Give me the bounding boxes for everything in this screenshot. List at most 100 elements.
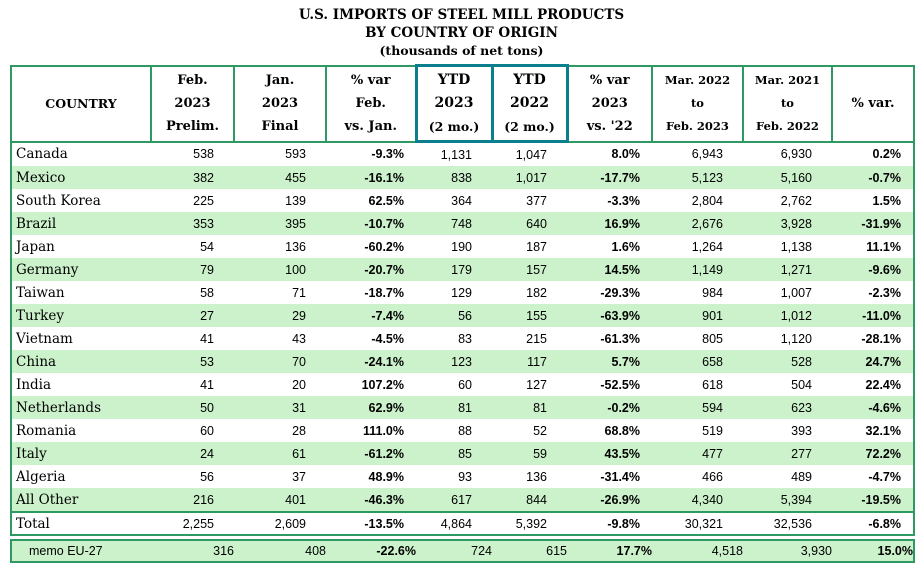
value-cell: 136 — [285, 239, 306, 254]
value-cell: 5.7% — [611, 354, 641, 369]
memo-row: memo EU-27 316 408 -22.6% 724 615 17.7% … — [11, 540, 914, 562]
value-cell: 117 — [527, 354, 547, 369]
value-cell: 100 — [285, 262, 306, 277]
value-cell: 838 — [451, 170, 472, 185]
header-line: Mar. 2021 — [754, 73, 821, 87]
table-row: Brazil 353 395 -10.7% 748 640 16.9% 2,67… — [11, 212, 914, 235]
country-cell: Romania — [16, 422, 77, 439]
country-cell: Germany — [16, 261, 79, 278]
value-cell: 466 — [702, 469, 723, 484]
table-row: Algeria 56 37 48.9% 93 136 -31.4% 466 48… — [11, 465, 914, 488]
country-cell: Algeria — [16, 468, 66, 485]
column-header-country: COUNTRY — [10, 64, 152, 143]
value-cell: 3,928 — [780, 216, 812, 231]
value-cell: 5,394 — [780, 492, 812, 507]
header-line: (2 mo.) — [428, 119, 480, 134]
header-line — [12, 69, 150, 92]
value-cell: 71 — [292, 285, 306, 300]
value-cell: 377 — [526, 193, 547, 208]
value-cell: -0.2% — [607, 400, 640, 415]
value-cell: 62.9% — [368, 400, 404, 415]
value-cell: 504 — [791, 377, 812, 392]
value-cell: 538 — [193, 147, 214, 162]
column-header-ytd-2023: YTD 2023 (2 mo.) — [414, 64, 494, 143]
value-cell: -17.7% — [600, 170, 640, 185]
country-cell: India — [16, 376, 52, 393]
country-cell: Brazil — [16, 215, 57, 232]
value-cell: 455 — [285, 170, 306, 185]
value-cell: 88 — [458, 423, 472, 438]
header-line: Feb. 2023 — [666, 119, 729, 133]
value-cell: 41 — [200, 377, 214, 392]
header-line: Prelim. — [165, 119, 220, 134]
value-cell: 2,676 — [691, 216, 723, 231]
memo-table: memo EU-27 316 408 -22.6% 724 615 17.7% … — [10, 539, 915, 563]
header-line: COUNTRY — [45, 96, 117, 111]
table-row: India 41 20 107.2% 60 127 -52.5% 618 504… — [11, 373, 914, 396]
country-cell: Mexico — [16, 169, 66, 186]
value-cell: 4,864 — [440, 516, 472, 531]
value-cell: 50 — [200, 400, 214, 415]
value-cell: 2,255 — [182, 516, 214, 531]
value-cell: 43 — [292, 331, 306, 346]
value-cell: 4,340 — [691, 492, 723, 507]
value-cell: -63.9% — [600, 308, 640, 323]
value-cell: 901 — [702, 308, 723, 323]
value-cell: 24 — [200, 446, 214, 461]
value-cell: 6,930 — [780, 147, 812, 162]
value-cell: 43.5% — [604, 446, 640, 461]
value-cell: -26.9% — [600, 492, 640, 507]
value-cell: 81 — [458, 400, 472, 415]
value-cell: 844 — [526, 492, 547, 507]
value-cell: 2,804 — [691, 193, 723, 208]
value-cell: 3,930 — [800, 544, 832, 558]
column-header-mar2022-feb2023: Mar. 2022 to Feb. 2023 — [651, 64, 744, 143]
value-cell: -52.5% — [600, 377, 640, 392]
value-cell: 83 — [458, 331, 472, 346]
header-line: vs. '22 — [586, 119, 633, 134]
country-cell: Japan — [16, 238, 55, 255]
value-cell: 17.7% — [616, 544, 652, 558]
value-cell: -28.1% — [861, 331, 901, 346]
value-cell: 364 — [451, 193, 472, 208]
value-cell: 1,264 — [691, 239, 723, 254]
header-line — [833, 115, 913, 138]
value-cell: 157 — [526, 262, 547, 277]
value-cell: -9.6% — [868, 262, 901, 277]
value-cell: 724 — [471, 544, 492, 558]
value-cell: 277 — [791, 446, 812, 461]
value-cell: 187 — [526, 239, 547, 254]
value-cell: 58 — [200, 285, 214, 300]
value-cell: 1.5% — [872, 193, 902, 208]
value-cell: 5,392 — [515, 516, 547, 531]
country-cell: Canada — [16, 146, 68, 163]
value-cell: 353 — [193, 216, 214, 231]
country-cell: Netherlands — [16, 399, 101, 416]
value-cell: 408 — [305, 544, 326, 558]
header-line: vs. Jan. — [344, 119, 397, 134]
value-cell: -6.8% — [868, 516, 901, 531]
value-cell: 658 — [702, 354, 723, 369]
value-cell: 27 — [200, 308, 214, 323]
value-cell: 52 — [533, 423, 547, 438]
value-cell: 393 — [791, 423, 812, 438]
value-cell: 123 — [451, 354, 472, 369]
value-cell: 594 — [702, 400, 723, 415]
country-cell: China — [16, 353, 57, 370]
value-cell: 1,149 — [691, 262, 723, 277]
value-cell: 81 — [533, 400, 547, 415]
value-cell: 316 — [213, 544, 234, 558]
value-cell: 1,120 — [780, 331, 812, 346]
value-cell: 54 — [200, 239, 214, 254]
value-cell: 107.2% — [361, 377, 404, 392]
value-cell: 0.2% — [872, 147, 902, 162]
value-cell: -7.4% — [371, 308, 404, 323]
value-cell: -19.5% — [861, 492, 901, 507]
country-cell: Vietnam — [16, 330, 73, 347]
value-cell: -16.1% — [364, 170, 404, 185]
value-cell: 984 — [702, 285, 723, 300]
value-cell: 382 — [193, 170, 214, 185]
value-cell: 56 — [458, 308, 472, 323]
value-cell: -9.3% — [371, 147, 404, 162]
